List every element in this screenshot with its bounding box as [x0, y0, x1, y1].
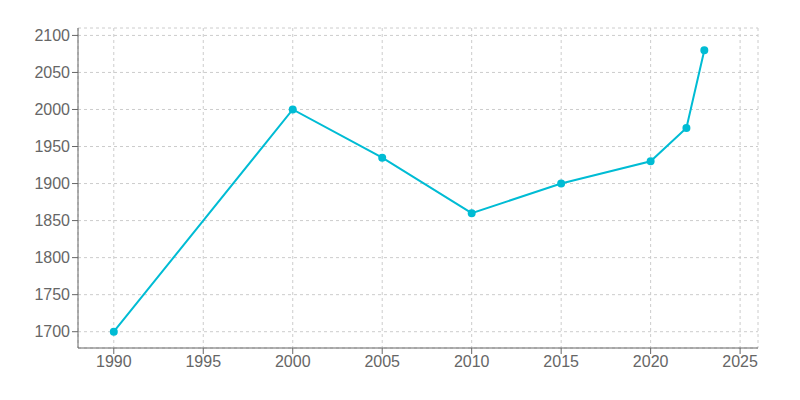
svg-text:2050: 2050 — [34, 64, 70, 81]
svg-text:1700: 1700 — [34, 323, 70, 340]
svg-text:1950: 1950 — [34, 138, 70, 155]
svg-text:2020: 2020 — [633, 353, 669, 370]
svg-text:1900: 1900 — [34, 175, 70, 192]
svg-text:1750: 1750 — [34, 286, 70, 303]
svg-text:1995: 1995 — [185, 353, 221, 370]
svg-text:2000: 2000 — [275, 353, 311, 370]
svg-text:2100: 2100 — [34, 27, 70, 44]
svg-text:1850: 1850 — [34, 212, 70, 229]
svg-text:2015: 2015 — [543, 353, 579, 370]
svg-text:2000: 2000 — [34, 101, 70, 118]
svg-text:1800: 1800 — [34, 249, 70, 266]
svg-text:2005: 2005 — [364, 353, 400, 370]
svg-text:2025: 2025 — [722, 353, 758, 370]
svg-text:1990: 1990 — [96, 353, 132, 370]
svg-text:2010: 2010 — [454, 353, 490, 370]
